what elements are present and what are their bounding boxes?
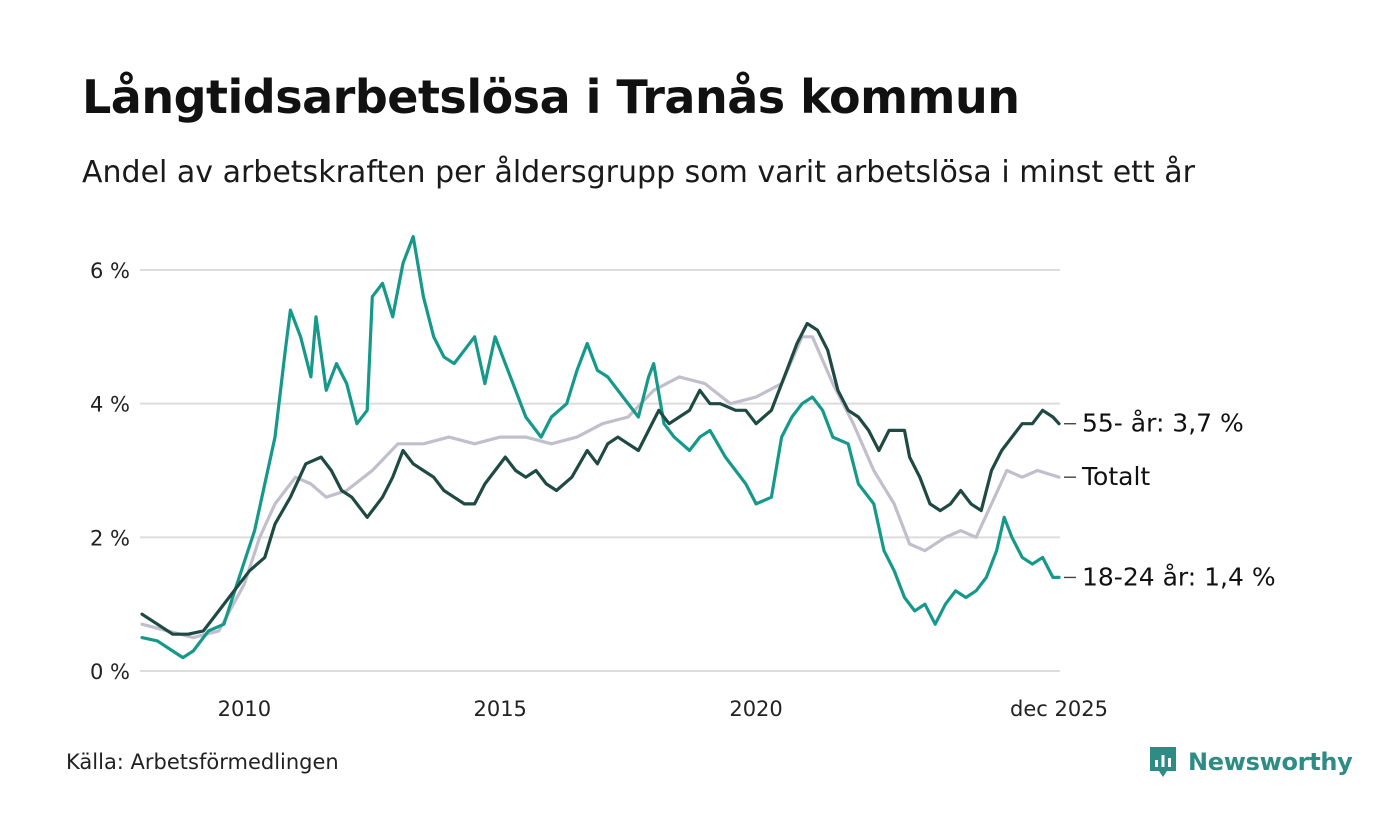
series-line-55-r: [140, 321, 1061, 636]
chart-title: Långtidsarbetslösa i Tranås kommun: [82, 70, 1020, 124]
grid-lines: [140, 269, 1060, 672]
y-axis-labels: 0 % 2 % 4 % 6 %: [90, 259, 130, 684]
y-tick-label: 0 %: [90, 660, 130, 684]
brand-logo: Newsworthy: [1148, 744, 1353, 780]
x-tick-label: 2015: [473, 697, 526, 721]
end-label-totalt: Totalt: [1081, 462, 1150, 491]
x-axis-labels: 2010 2015 2020 dec 2025: [218, 697, 1108, 721]
newsworthy-logo-icon: [1150, 747, 1176, 777]
x-tick-label: 2010: [218, 697, 271, 721]
end-label-55-r: 55- år: 3,7 %: [1082, 409, 1244, 438]
y-tick-label: 4 %: [90, 393, 130, 417]
series-lines: [140, 235, 1061, 660]
x-tick-label: 2020: [729, 697, 782, 721]
x-tick-label: dec 2025: [1010, 697, 1108, 721]
series-line-totalt: [140, 335, 1061, 640]
source-note: Källa: Arbetsförmedlingen: [66, 750, 339, 774]
series-end-labels: Totalt 18-24 år: 1,4 % 55- år: 3,7 %: [1064, 409, 1276, 591]
chart-subtitle: Andel av arbetskraften per åldersgrupp s…: [82, 155, 1195, 190]
y-tick-label: 2 %: [90, 526, 130, 550]
brand-name: Newsworthy: [1188, 748, 1353, 776]
series-line-18-24-r: [140, 235, 1061, 660]
y-tick-label: 6 %: [90, 259, 130, 283]
end-label-18-24-r: 18-24 år: 1,4 %: [1082, 562, 1276, 591]
